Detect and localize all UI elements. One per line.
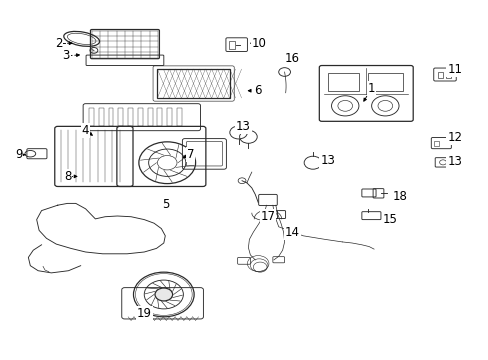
Text: 1: 1 [367, 82, 375, 95]
Circle shape [155, 288, 172, 301]
Bar [108, 108, 113, 126]
Bar [327, 73, 359, 91]
Text: 13: 13 [236, 120, 250, 133]
Text: 17: 17 [260, 210, 275, 223]
Text: 2: 2 [55, 37, 62, 50]
Bar [437, 72, 442, 78]
Bar [118, 108, 123, 126]
Text: 9: 9 [15, 148, 22, 161]
Text: 13: 13 [320, 154, 334, 167]
Text: 19: 19 [137, 307, 151, 320]
Bar [433, 141, 438, 146]
Bar [157, 108, 162, 126]
Text: 10: 10 [251, 37, 266, 50]
Bar [167, 108, 172, 126]
Bar [147, 108, 152, 126]
Bar [445, 72, 450, 78]
Text: 6: 6 [254, 84, 262, 97]
Bar [99, 108, 103, 126]
Text: 7: 7 [186, 148, 194, 161]
Text: 4: 4 [81, 124, 89, 137]
Text: 11: 11 [447, 63, 461, 76]
Bar [157, 69, 229, 98]
Bar [128, 108, 133, 126]
Text: 16: 16 [285, 52, 299, 65]
Bar [138, 108, 142, 126]
Text: 8: 8 [63, 170, 71, 183]
Bar [367, 73, 403, 91]
Text: 12: 12 [447, 131, 461, 144]
Bar [228, 41, 234, 49]
Bar [177, 108, 182, 126]
Bar [89, 108, 94, 126]
Text: 14: 14 [285, 226, 299, 239]
Text: 3: 3 [62, 49, 70, 62]
Text: 5: 5 [162, 198, 170, 211]
Text: 18: 18 [392, 190, 407, 203]
Text: 15: 15 [382, 213, 397, 226]
Text: 13: 13 [447, 155, 461, 168]
